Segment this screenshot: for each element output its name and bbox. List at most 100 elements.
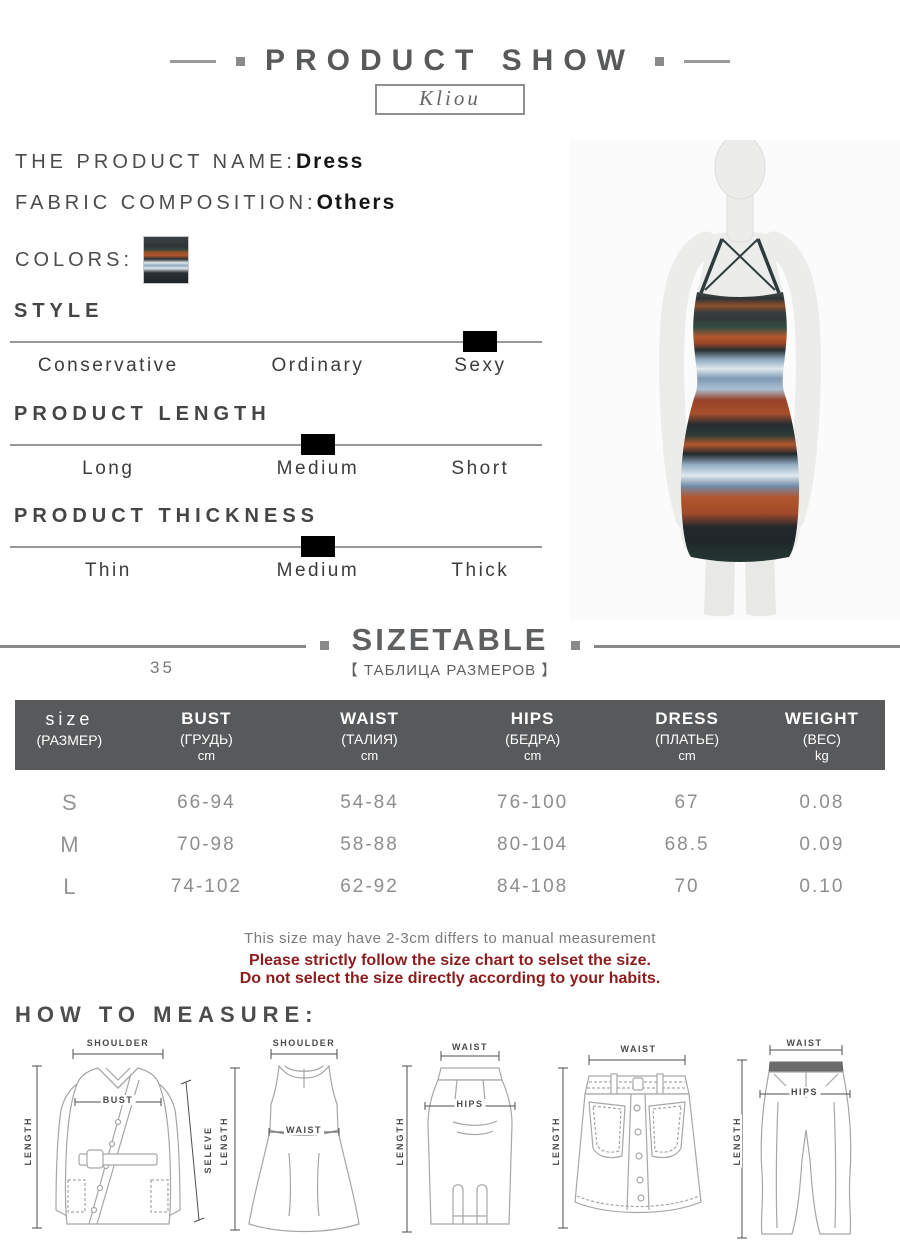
cell-weight: 0.08: [799, 792, 845, 813]
side-number: 35: [150, 658, 175, 677]
page-title: PRODUCT SHOW: [265, 44, 635, 77]
pants-line-drawing: [737, 1045, 852, 1239]
header-cell-bust: BUST (ГРУДЬ) cm: [179, 709, 233, 763]
jacket-line-drawing: [32, 1049, 205, 1229]
size-table: size (РАЗМЕР) BUST (ГРУДЬ) cm WAIST (ТАЛ…: [15, 700, 885, 908]
slider-marker: [300, 434, 335, 455]
cell-dress: 67: [674, 792, 700, 813]
product-name-row: THE PRODUCT NAME: Dress: [15, 150, 364, 174]
cell-waist: 62-92: [340, 876, 399, 897]
square-bullet-icon: [571, 641, 581, 650]
attribute-style: STYLE Conservative Ordinary Sexy: [10, 300, 542, 387]
measure-diagram-pants: WAIST LENGTH HIPS: [732, 1038, 877, 1243]
slider-marker: [300, 536, 335, 557]
header-cell-waist: WAIST (ТАЛИЯ) cm: [340, 709, 399, 763]
note-warning-1: Please strictly follow the size chart to…: [249, 952, 651, 969]
option-label: Thin: [84, 560, 132, 581]
measure-label: SELEVE: [203, 1124, 213, 1176]
header-cell-hips: HIPS (БЕДРА) cm: [505, 709, 561, 763]
product-name-label: THE PRODUCT NAME:: [15, 150, 296, 173]
divider-dash: [684, 59, 730, 63]
sizetable-title: SIZETABLE: [351, 622, 549, 657]
cell-bust: 74-102: [170, 876, 242, 897]
slider-track: [10, 546, 542, 548]
attribute-length: PRODUCT LENGTH Long Medium Short: [10, 403, 542, 490]
option-label: Medium: [276, 560, 360, 581]
mini-skirt-line-drawing: [558, 1055, 702, 1229]
slider-marker: [463, 331, 498, 352]
table-row-m: M 70-98 58-88 80-104 68.5 0.09: [15, 824, 885, 866]
slider-track: [10, 341, 542, 343]
measure-label: BUST: [100, 1095, 136, 1105]
note-measurement: This size may have 2-3cm differs to manu…: [244, 930, 656, 947]
measure-diagram-dress: SHOULDER LENGTH WAIST: [219, 1038, 389, 1243]
measure-label: WAIST: [450, 1042, 490, 1052]
cell-bust: 66-94: [177, 792, 236, 813]
measure-label: LENGTH: [219, 1114, 229, 1167]
option-label: Conservative: [37, 355, 179, 376]
brand-logo: Kliou: [375, 84, 525, 115]
cell-size: L: [63, 874, 76, 899]
slider-track: [10, 444, 542, 446]
measure-label: LENGTH: [551, 1114, 561, 1167]
attribute-title: PRODUCT LENGTH: [14, 403, 271, 425]
measure-diagram-jacket: SHOULDER LENGTH BUST SELEVE: [23, 1038, 213, 1243]
product-photo: [570, 134, 900, 620]
fabric-label: FABRIC COMPOSITION:: [15, 191, 317, 214]
measure-label: SHOULDER: [270, 1038, 338, 1048]
product-name-value: Dress: [295, 150, 365, 173]
mannequin-dress-illustration: [659, 134, 821, 617]
size-notes: This size may have 2-3cm differs to manu…: [0, 930, 900, 988]
measure-label: LENGTH: [23, 1114, 33, 1167]
header-cell-dress: DRESS (ПЛАТЬЕ) cm: [655, 709, 719, 763]
measure-label: LENGTH: [732, 1114, 742, 1167]
attribute-title: PRODUCT THICKNESS: [14, 505, 320, 527]
option-label: Long: [82, 458, 135, 479]
option-label: Short: [451, 458, 510, 479]
square-bullet-icon: [236, 56, 245, 66]
style-slider: Conservative Ordinary Sexy: [10, 329, 542, 387]
cell-size: M: [60, 832, 79, 857]
length-slider: Long Medium Short: [10, 432, 542, 490]
measure-label: HIPS: [454, 1099, 486, 1109]
note-warning-2: Do not select the size directly accordin…: [239, 969, 661, 987]
cell-dress: 68.5: [664, 834, 710, 855]
measure-label: HIPS: [788, 1087, 821, 1097]
measure-label: WAIST: [784, 1038, 825, 1048]
measure-diagram-skirt: WAIST LENGTH HIPS: [395, 1038, 545, 1243]
cell-bust: 70-98: [177, 834, 236, 855]
table-row-s: S 66-94 54-84 76-100 67 0.08: [15, 782, 885, 824]
measure-diagram-mini-skirt: WAIST LENGTH: [551, 1038, 726, 1243]
header-cell-weight: WEIGHT (ВЕС) kg: [784, 709, 859, 763]
divider-line: 35: [0, 645, 306, 677]
cell-waist: 54-84: [340, 792, 399, 813]
cell-dress: 70: [674, 876, 700, 897]
fabric-row: FABRIC COMPOSITION: Others: [15, 191, 396, 215]
colors-label: COLORS:: [15, 248, 134, 271]
measure-diagrams: SHOULDER LENGTH BUST SELEVE SHOULDER LEN…: [0, 1038, 900, 1243]
header-cell-size: size (РАЗМЕР): [36, 709, 103, 748]
table-row-l: L 74-102 62-92 84-108 70 0.10: [15, 866, 885, 908]
cell-hips: 80-104: [497, 834, 569, 855]
dress-line-drawing: [230, 1049, 360, 1233]
color-swatch: [143, 236, 190, 284]
sizetable-subtitle: 【 ТАБЛИЦА РАЗМЕРОВ 】: [342, 662, 558, 679]
option-label: Ordinary: [271, 355, 365, 376]
cell-weight: 0.10: [799, 876, 845, 897]
page-header: PRODUCT SHOW Kliou: [0, 44, 900, 115]
cell-waist: 58-88: [340, 834, 399, 855]
divider-line: [594, 645, 900, 648]
colors-row: COLORS:: [15, 236, 190, 284]
cell-hips: 84-108: [497, 876, 569, 897]
divider-dash: [170, 59, 216, 63]
cell-hips: 76-100: [497, 792, 569, 813]
how-to-measure-title: HOW TO MEASURE:: [15, 1002, 319, 1027]
option-label: Sexy: [454, 355, 507, 376]
measure-label: LENGTH: [395, 1114, 405, 1167]
measure-label: SHOULDER: [84, 1038, 152, 1048]
sizetable-section-header: 35 SIZETABLE 【 ТАБЛИЦА РАЗМЕРОВ 】: [0, 622, 900, 680]
measure-label: WAIST: [618, 1044, 659, 1054]
square-bullet-icon: [655, 56, 664, 66]
fabric-value: Others: [316, 191, 397, 214]
